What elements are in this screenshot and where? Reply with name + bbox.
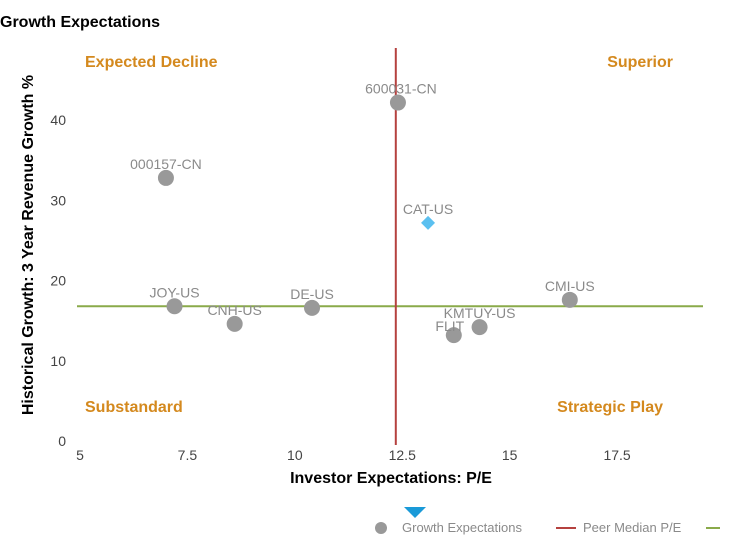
point-label-cmi-us: CMI-US [545, 278, 595, 294]
x-tick-label: 7.5 [178, 447, 198, 463]
point-label-joy-us: JOY-US [149, 284, 199, 300]
y-tick-label: 30 [50, 192, 66, 208]
legend-circle-icon [375, 522, 387, 534]
point-label-de-us: DE-US [290, 286, 334, 302]
legend-growth-expectations: Growth Expectations [402, 520, 522, 535]
point-cnh-us[interactable] [226, 315, 243, 332]
y-tick-label: 20 [50, 273, 66, 289]
x-tick-label: 10 [287, 447, 303, 463]
point-flit[interactable] [445, 327, 462, 344]
point-de-us[interactable] [304, 299, 321, 316]
y-axis-ticks: 0 10 20 30 40 [50, 112, 66, 449]
x-axis-title: Investor Expectations: P/E [290, 470, 492, 487]
quadrant-substandard: Substandard [85, 399, 183, 416]
point-000157-cn[interactable] [157, 169, 174, 186]
data-points: 600031-CN 000157-CN CAT-US JOY-US CNH-US DE-U… [130, 81, 595, 344]
quadrant-expected-decline: Expected Decline [85, 54, 218, 71]
quadrant-superior: Superior [607, 54, 673, 71]
x-axis-ticks: 5 7.5 10 12.5 15 17.5 [76, 447, 631, 463]
legend: Growth Expectations Peer Median P/E [375, 520, 720, 535]
legend-peer-median-pe: Peer Median P/E [583, 520, 682, 535]
y-tick-label: 0 [58, 433, 66, 449]
point-600031-cn[interactable] [389, 94, 406, 111]
x-tick-label: 15 [502, 447, 518, 463]
point-label-cnh-us: CNH-US [207, 302, 261, 318]
x-tick-label: 17.5 [603, 447, 630, 463]
x-tick-label: 5 [76, 447, 84, 463]
point-kmtuy-us[interactable] [471, 319, 488, 336]
point-label-600031-cn: 600031-CN [365, 81, 437, 97]
legend-scroll-arrow-icon[interactable] [404, 507, 426, 518]
y-axis-title: Historical Growth: 3 Year Revenue Growth… [20, 75, 37, 415]
y-tick-label: 40 [50, 112, 66, 128]
y-tick-label: 10 [50, 353, 66, 369]
quadrant-strategic-play: Strategic Play [557, 399, 663, 416]
point-joy-us[interactable] [166, 298, 183, 315]
point-label-cat-us: CAT-US [403, 201, 453, 217]
x-tick-label: 12.5 [389, 447, 416, 463]
point-label-flit: FLIT [435, 318, 464, 334]
point-label-kmtuy-us: KMTUY-US [444, 305, 516, 321]
point-cat-us[interactable] [421, 215, 436, 230]
chart-title: Growth Expectations [0, 14, 160, 31]
point-label-000157-cn: 000157-CN [130, 156, 202, 172]
point-cmi-us[interactable] [561, 291, 578, 308]
